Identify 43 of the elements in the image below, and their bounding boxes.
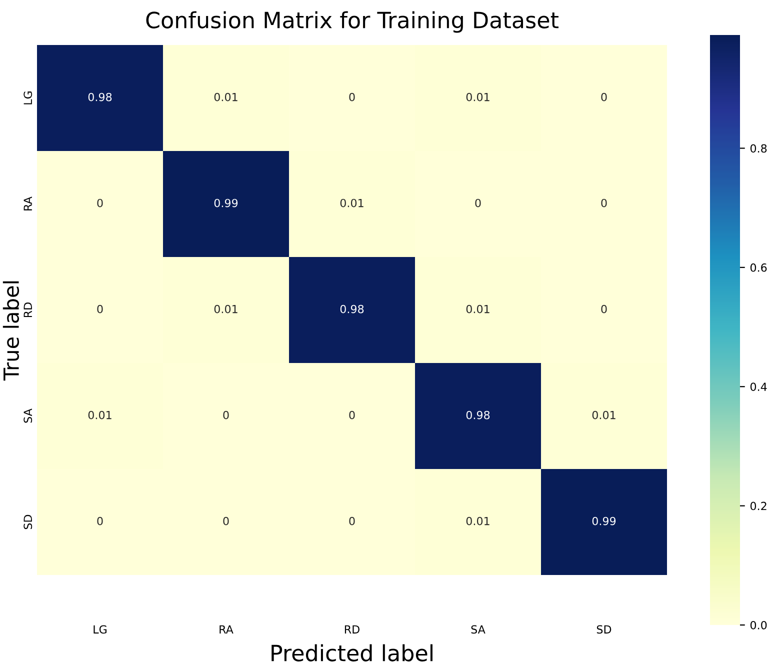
y-tick-label: LG <box>24 92 32 104</box>
data-label: 0 <box>349 92 355 102</box>
color-bar-label: 0.0 <box>750 620 767 630</box>
data-label: 0.01 <box>466 92 490 102</box>
y-axis-title: True label <box>2 281 20 381</box>
data-label: 0.01 <box>466 304 490 314</box>
data-label: 0 <box>601 92 607 102</box>
data-label: 0 <box>223 516 229 526</box>
chart-title: Confusion Matrix for Training Dataset <box>146 11 558 33</box>
data-label: 0 <box>97 304 103 314</box>
data-label: 0.01 <box>88 410 112 420</box>
y-tick-label: SD <box>24 514 32 530</box>
data-label: 0.01 <box>466 516 490 526</box>
data-label: 0.01 <box>340 198 364 208</box>
x-tick-label: RD <box>344 625 360 634</box>
data-label: 0.98 <box>466 410 490 420</box>
x-tick-label: LG <box>94 625 106 634</box>
data-label: 0.98 <box>340 304 364 314</box>
data-label: 0.01 <box>214 304 238 314</box>
y-tick-label: SA <box>24 408 32 423</box>
x-tick-label: RA <box>220 625 234 634</box>
data-label: 0 <box>601 304 607 314</box>
data-label: 0.98 <box>88 92 112 102</box>
y-tick-label: RA <box>24 196 32 210</box>
y-tick-label: RD <box>24 302 32 318</box>
data-label: 0.01 <box>214 92 238 102</box>
data-label: 0 <box>475 198 481 208</box>
data-label: 0 <box>601 198 607 208</box>
data-label: 0.01 <box>592 410 616 420</box>
x-axis-title: Predicted label <box>272 644 432 662</box>
x-tick-label: SA <box>471 625 486 634</box>
data-label: 0.99 <box>592 516 616 526</box>
color-bar-label: 0.8 <box>750 144 767 153</box>
data-label: 0 <box>223 410 229 420</box>
data-label: 0.99 <box>214 198 238 208</box>
color-bar-label: 0.6 <box>750 263 767 272</box>
data-label: 0 <box>349 410 355 420</box>
color-bar-label: 0.2 <box>750 502 766 510</box>
color-bar-label: 0.4 <box>750 382 767 391</box>
data-label: 0 <box>349 516 355 526</box>
x-tick-label: SD <box>596 625 612 634</box>
data-label: 0 <box>97 198 103 208</box>
data-label: 0 <box>97 516 103 526</box>
